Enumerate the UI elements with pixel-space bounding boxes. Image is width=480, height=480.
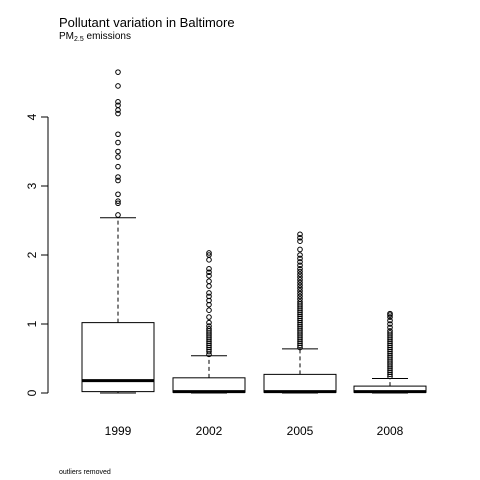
chart-subtitle: PM2.5 emissions — [59, 31, 131, 43]
outlier-point — [297, 259, 303, 265]
outlier-point — [387, 314, 393, 320]
outlier-point — [206, 326, 212, 332]
outlier-point — [297, 271, 303, 278]
outlier-point — [206, 278, 212, 285]
outlier-point — [297, 277, 303, 283]
y-tick-label: 2 — [25, 251, 39, 258]
outlier-point — [206, 283, 212, 289]
outlier-point — [115, 191, 121, 198]
subtitle-prefix: PM — [59, 31, 74, 42]
outlier-point — [206, 323, 212, 329]
outlier-point — [297, 288, 303, 294]
outlier-point — [115, 69, 121, 75]
outlier-point — [115, 200, 121, 207]
x-tick-label: 1999 — [105, 424, 132, 438]
outlier-point — [387, 310, 393, 317]
y-tick-label: 0 — [25, 389, 39, 396]
chart-title: Pollutant variation in Baltimore — [59, 15, 235, 30]
outlier-point — [206, 266, 212, 272]
outlier-point — [297, 246, 303, 253]
outlier-point — [297, 266, 303, 272]
outlier-point — [297, 231, 303, 238]
outlier-point — [115, 148, 121, 155]
outlier-point — [206, 307, 212, 314]
y-tick-label: 3 — [25, 182, 39, 189]
outlier-point — [206, 293, 212, 300]
outlier-point — [297, 290, 303, 297]
outlier-point — [115, 177, 121, 184]
x-tick-label: 2005 — [287, 424, 314, 438]
outlier-point — [297, 282, 303, 289]
outlier-point — [297, 293, 303, 300]
plot-area: 0 1 2 3 4 1999 2002 2005 2008 — [25, 69, 427, 438]
x-tick-label: 2008 — [377, 424, 404, 438]
outlier-point — [206, 290, 212, 296]
outlier-point — [206, 319, 212, 326]
outlier-point — [297, 279, 303, 286]
outlier-point — [297, 262, 303, 269]
outlier-point — [206, 250, 212, 256]
outlier-point — [387, 317, 393, 324]
outlier-point — [387, 321, 393, 327]
outlier-point — [115, 212, 121, 218]
outlier-point — [297, 299, 303, 305]
outlier-point — [387, 330, 393, 336]
outlier-point — [387, 324, 393, 331]
outlier-point — [206, 252, 212, 258]
y-tick-label: 1 — [25, 320, 39, 327]
outlier-point — [297, 268, 303, 275]
outlier-point — [115, 102, 121, 109]
outlier-point — [297, 238, 303, 244]
outlier-point — [206, 272, 212, 279]
box-iqr — [263, 373, 337, 393]
outlier-point — [387, 328, 393, 334]
outlier-point — [206, 257, 212, 263]
outlier-point — [206, 269, 212, 276]
y-tick-label: 4 — [25, 113, 39, 120]
outlier-point — [115, 163, 121, 170]
x-tick-label: 2002 — [196, 424, 223, 438]
outlier-point — [297, 234, 303, 241]
outlier-point — [297, 255, 303, 262]
outlier-point — [115, 110, 121, 117]
outlier-point — [115, 99, 121, 105]
outlier-point — [115, 131, 121, 138]
outlier-point — [297, 252, 303, 258]
footnote: outliers removed — [59, 469, 111, 476]
subtitle-subscript: 2.5 — [74, 36, 84, 43]
outlier-point — [297, 274, 303, 280]
outlier-point — [206, 314, 212, 320]
outlier-point — [297, 296, 303, 302]
outlier-point — [297, 285, 303, 291]
outlier-point — [115, 198, 121, 204]
outlier-point — [115, 139, 121, 146]
subtitle-suffix: emissions — [83, 31, 131, 42]
outlier-point — [115, 83, 121, 89]
outlier-point — [115, 154, 121, 160]
outlier-point — [115, 174, 121, 180]
